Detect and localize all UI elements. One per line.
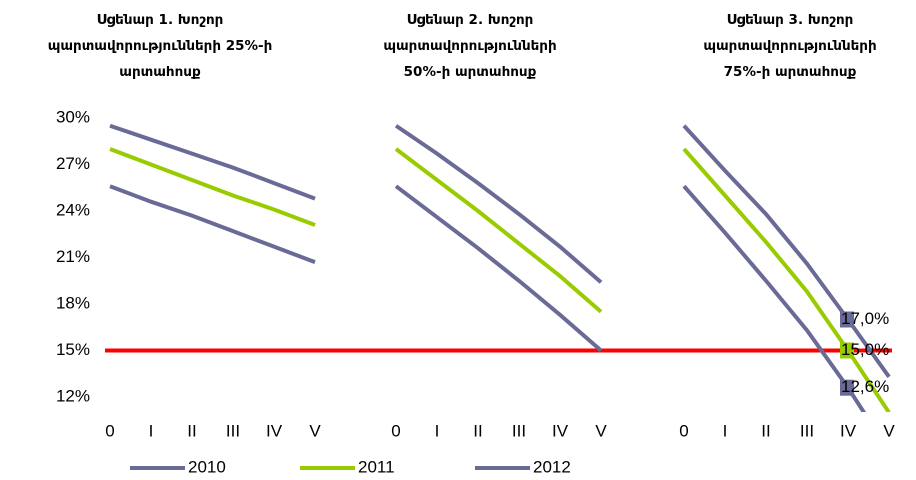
label-marker [840,379,854,396]
legend-label: 2011 [358,457,395,476]
panel-title: Սցենար 3. Խոշոր [727,12,854,28]
panel-title: 75%-ի արտահոսք [724,64,857,80]
x-tick-label: I [435,421,440,440]
y-tick-label: 21% [56,247,90,266]
plot-area [109,123,891,412]
x-tick-label: V [883,421,895,440]
x-tick-label: I [149,421,154,440]
y-tick-label: 15% [56,340,90,359]
series-line [394,147,603,314]
x-tick-label: 0 [391,421,400,440]
y-tick-label: 27% [56,154,90,173]
label-marker [840,311,854,328]
x-tick-label: IV [840,421,857,440]
legend-label: 2010 [188,457,226,476]
data-label: 17,0% [841,309,889,328]
data-label: 15,0% [841,340,889,359]
series-line [682,184,867,412]
series-line [682,124,891,379]
panel-title: Սցենար 2. Խոշոր [407,12,534,28]
series-line [394,184,603,353]
series-line [109,123,316,201]
series-line [682,147,891,412]
x-tick-label: III [226,421,240,440]
panel-title: պարտավորությունների 25%-ի [48,38,273,54]
legend-label: 2012 [533,457,571,476]
x-tick-label: IV [552,421,569,440]
x-tick-label: III [800,421,814,440]
x-tick-label: 0 [105,421,114,440]
y-tick-label: 12% [56,386,90,405]
panel-title: պարտավորությունների [383,38,556,54]
y-tick-label: 18% [56,293,90,312]
label-marker [840,342,854,359]
panel-title: արտահոսք [119,64,201,80]
x-tick-label: II [761,421,770,440]
x-tick-label: V [595,421,607,440]
series-line [109,184,316,265]
series-line [394,124,603,284]
series-line [109,147,316,227]
x-tick-label: III [512,421,526,440]
panel-title: պարտավորությունների [703,38,876,54]
x-tick-label: II [473,421,482,440]
x-tick-label: I [723,421,728,440]
y-tick-label: 30% [56,107,90,126]
x-tick-label: II [187,421,196,440]
y-tick-label: 24% [56,200,90,219]
panel-title: Սցենար 1. Խոշոր [97,12,224,28]
x-tick-label: V [309,421,321,440]
x-tick-label: 0 [679,421,688,440]
panel-title: 50%-ի արտահոսք [404,64,537,80]
labels: 12,6% 15,0% 17,0% [840,309,889,396]
x-tick-label: IV [266,421,283,440]
data-label: 12,6% [841,377,889,396]
